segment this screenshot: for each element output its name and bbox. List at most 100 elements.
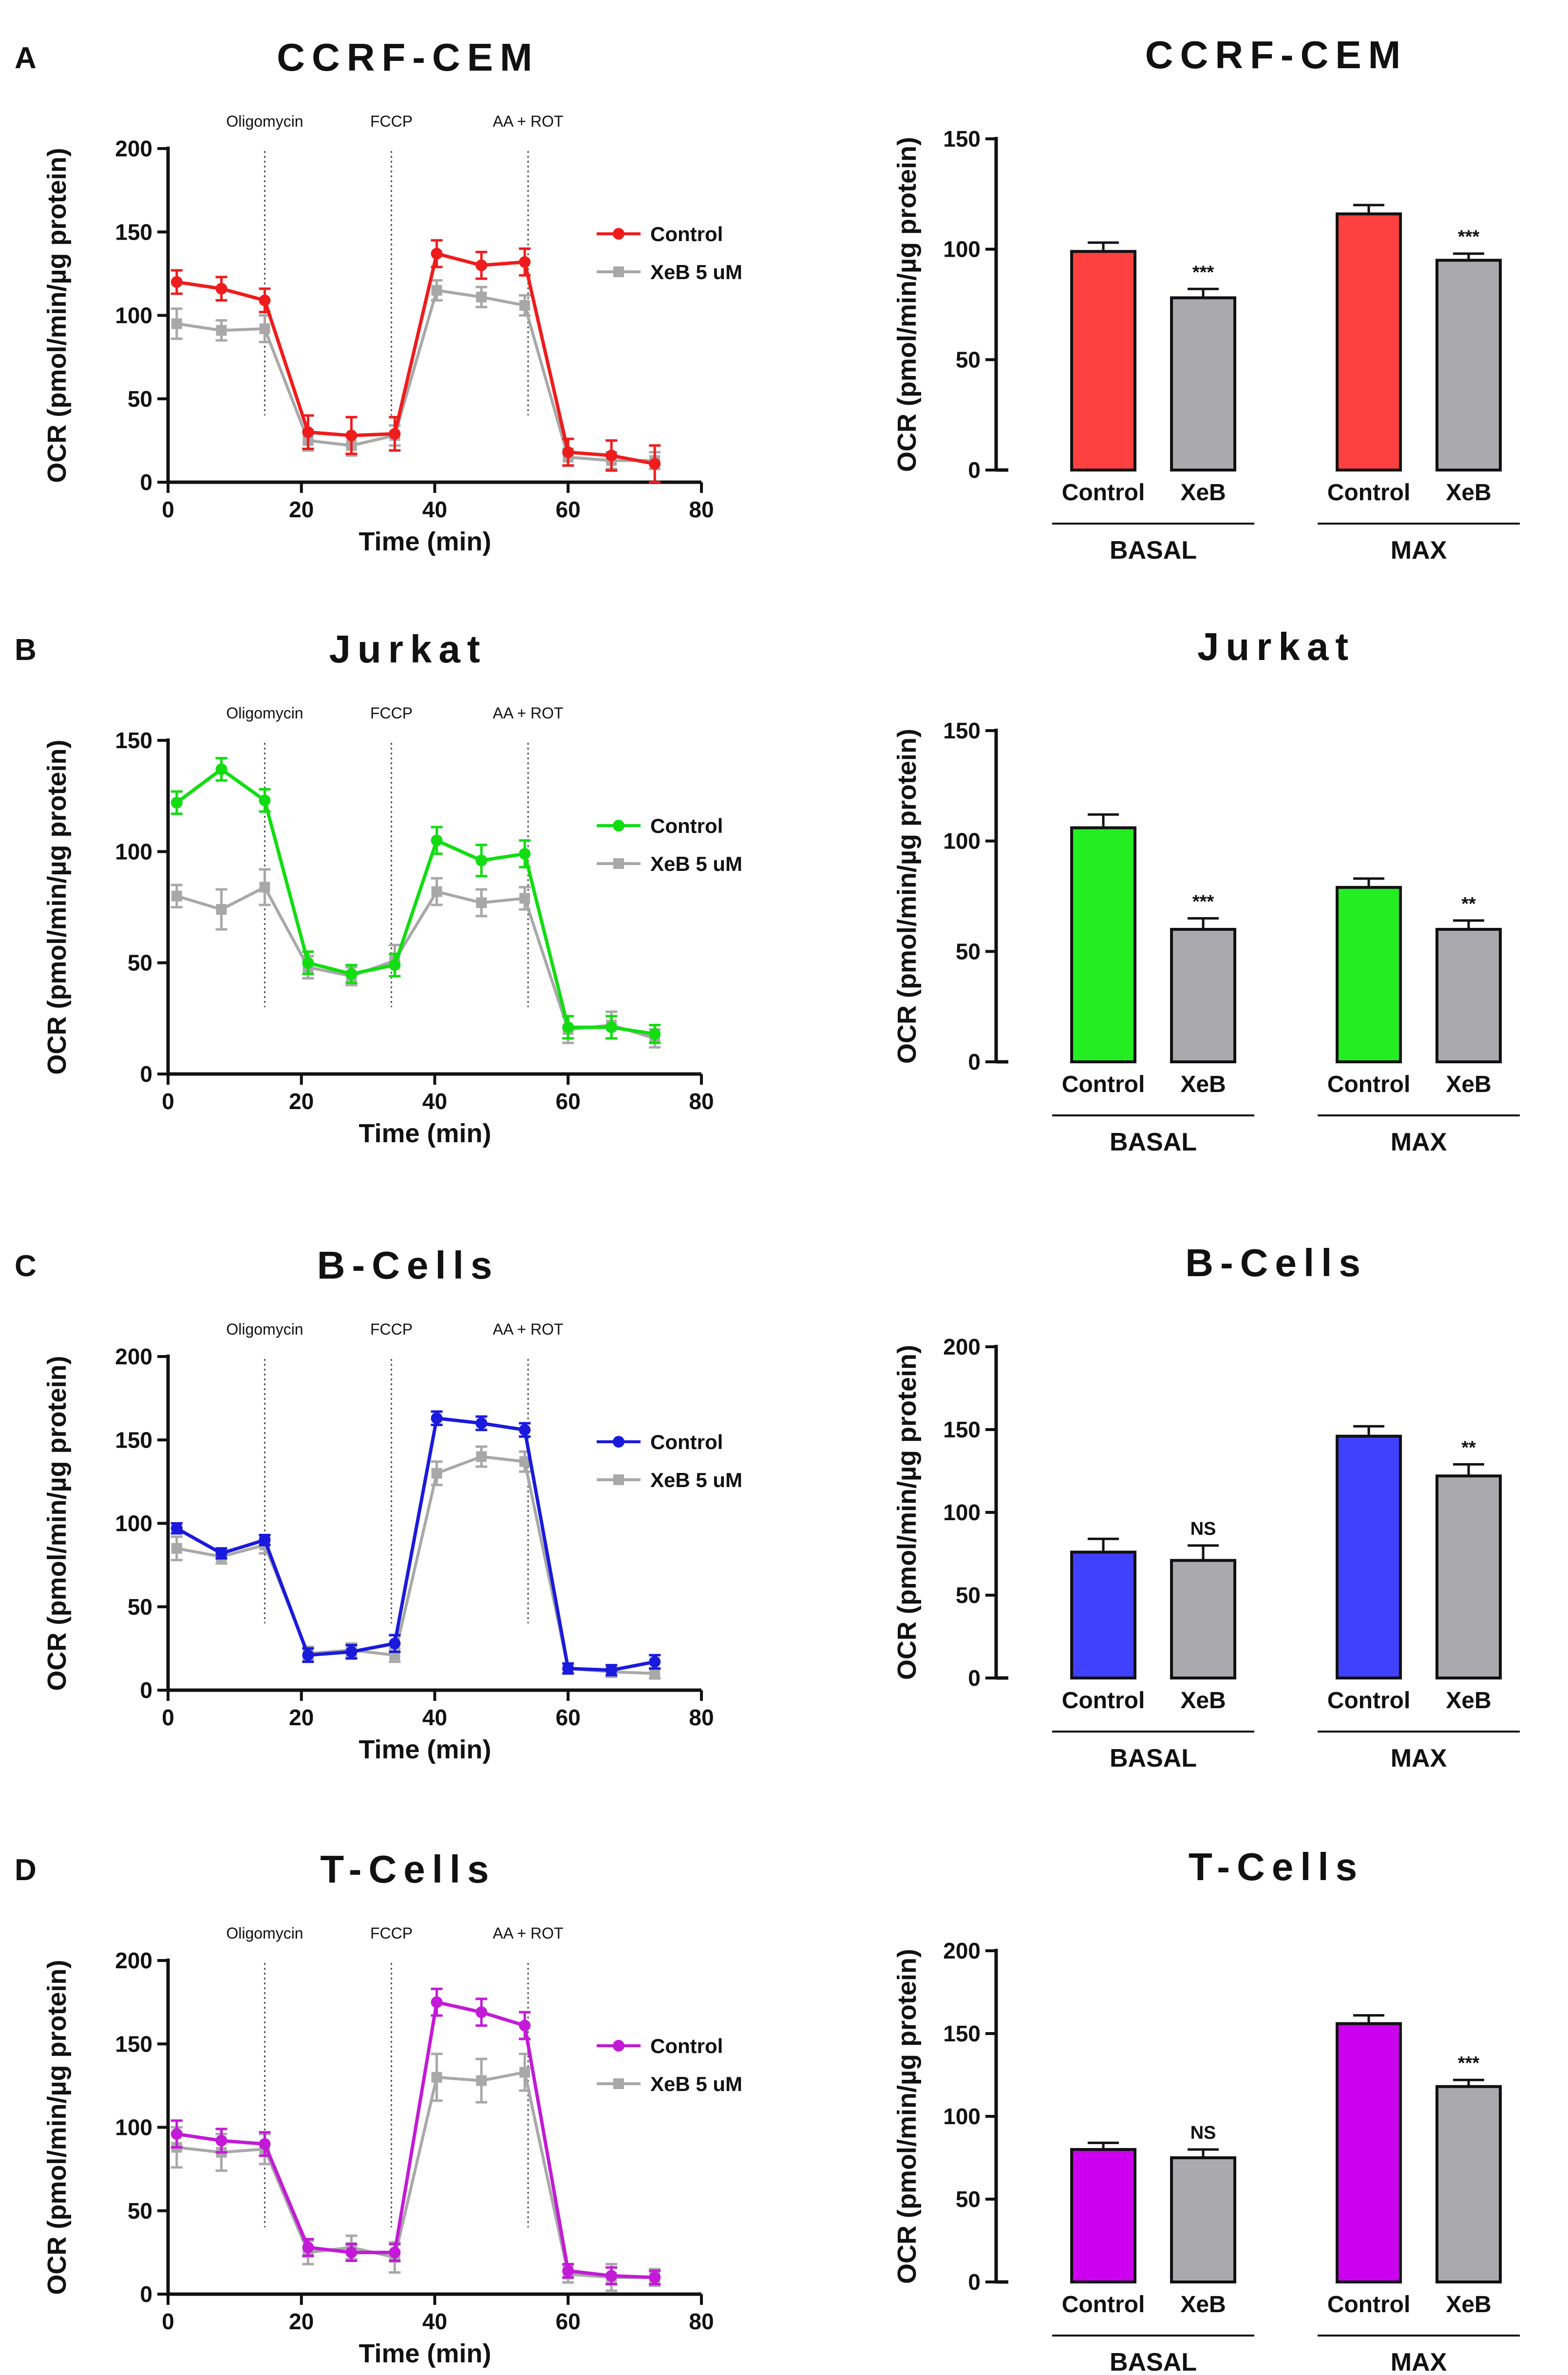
legend-label: Control bbox=[650, 223, 723, 245]
data-point bbox=[476, 897, 487, 908]
legend-label: XeB 5 uM bbox=[650, 852, 742, 875]
group-label: BASAL bbox=[1110, 1744, 1197, 1772]
significance-label: *** bbox=[1458, 2053, 1480, 2073]
bar-category-label: XeB bbox=[1446, 1072, 1491, 1097]
y-tick-label: 150 bbox=[943, 126, 981, 151]
series-line bbox=[175, 767, 655, 1036]
bar-category-label: Control bbox=[1327, 1072, 1411, 1097]
bar bbox=[1436, 1474, 1502, 1679]
chart-title: T-Cells bbox=[1189, 1845, 1364, 1888]
y-tick-label: 150 bbox=[115, 728, 152, 753]
data-point bbox=[345, 1646, 358, 1658]
x-axis-title: Time (min) bbox=[359, 1735, 491, 1764]
y-tick-label: 0 bbox=[968, 1049, 981, 1074]
series-line bbox=[176, 1455, 655, 1675]
data-point bbox=[431, 834, 443, 847]
significance-label: *** bbox=[1192, 891, 1214, 912]
time-course-chart: B-Cells 0 50 100 150 200 0 20 40 60 80 Time (min) OC… bbox=[42, 1244, 742, 1764]
data-point bbox=[649, 2271, 661, 2283]
data-point bbox=[649, 1656, 661, 1668]
data-point bbox=[431, 1996, 443, 2008]
data-point bbox=[431, 886, 442, 897]
legend-entry: Control bbox=[597, 2035, 723, 2057]
y-tick-label: 150 bbox=[943, 718, 981, 743]
summary-bar-chart: T-Cells 0 50 100 150 200 OCR (pmol/min/µg prot… bbox=[892, 1845, 1520, 2375]
bar-group-basal: Control *** XeB BASAL bbox=[1052, 813, 1254, 1156]
x-tick-label: 0 bbox=[162, 1705, 174, 1730]
series-line bbox=[176, 885, 656, 1040]
data-point bbox=[259, 323, 270, 334]
data-point bbox=[475, 2006, 488, 2018]
y-tick-label: 100 bbox=[115, 2115, 152, 2140]
chart-title: CCRF-CEM bbox=[1145, 33, 1408, 76]
bar-group-max: Control ** XeB MAX bbox=[1318, 877, 1520, 1156]
significance-label: ** bbox=[1461, 1437, 1476, 1458]
bar-group-max: Control *** XeB MAX bbox=[1318, 204, 1520, 565]
data-point bbox=[302, 957, 314, 969]
x-tick-label: 40 bbox=[422, 2309, 447, 2334]
x-tick-label: 20 bbox=[289, 2309, 314, 2334]
y-tick-label: 200 bbox=[943, 1938, 981, 1963]
panel-c: C B-Cells 0 50 100 150 200 0 20 40 60 80 Time (min) O… bbox=[15, 1241, 1520, 1772]
bar-category-label: XeB bbox=[1180, 1072, 1226, 1097]
x-tick-label: 60 bbox=[556, 497, 581, 522]
legend-marker bbox=[613, 1474, 624, 1485]
bar bbox=[1070, 1550, 1136, 1680]
data-point bbox=[259, 294, 271, 306]
x-tick-label: 80 bbox=[689, 2309, 714, 2334]
bar-group-basal: Control NS XeB BASAL bbox=[1052, 2123, 1254, 2375]
data-point bbox=[476, 291, 487, 302]
data-point bbox=[259, 794, 271, 807]
y-axis-title: OCR (pmol/min/µg protein) bbox=[42, 1960, 72, 2295]
bar bbox=[1170, 296, 1236, 472]
bar-category-label: Control bbox=[1062, 1072, 1145, 1097]
data-point bbox=[171, 890, 182, 902]
panel-d: D T-Cells 0 50 100 150 200 0 20 40 60 80 Time (min) O… bbox=[15, 1845, 1520, 2375]
series-control bbox=[170, 1410, 661, 1677]
bar-category-label: XeB bbox=[1180, 480, 1226, 506]
bar-group-max: Control ** XeB MAX bbox=[1318, 1425, 1520, 1772]
bar-group-basal: Control *** XeB BASAL bbox=[1052, 241, 1254, 565]
y-tick-label: 50 bbox=[128, 950, 152, 976]
legend-label: Control bbox=[650, 1431, 723, 1453]
y-tick-label: 0 bbox=[140, 1678, 152, 1703]
chart-title: T-Cells bbox=[320, 1847, 495, 1891]
bar-category-label: Control bbox=[1062, 1688, 1145, 1714]
series-control bbox=[170, 1987, 661, 2285]
y-axis-title: OCR (pmol/min/µg protein) bbox=[892, 137, 922, 472]
series-xeb bbox=[170, 1445, 661, 1680]
data-point bbox=[259, 2138, 271, 2150]
group-label: MAX bbox=[1391, 2348, 1447, 2373]
y-axis-title: OCR (pmol/min/µg protein) bbox=[892, 1345, 922, 1680]
bar bbox=[1336, 212, 1402, 471]
data-point bbox=[215, 1547, 227, 1560]
bar bbox=[1336, 886, 1402, 1064]
summary-bar-chart: Jurkat 0 50 100 150 OCR (pmol/min/µg protein)… bbox=[892, 625, 1520, 1156]
bar-category-label: XeB bbox=[1446, 2292, 1491, 2318]
x-axis-title: Time (min) bbox=[359, 527, 491, 556]
bar-group-basal: Control NS XeB BASAL bbox=[1052, 1519, 1254, 1772]
data-point bbox=[302, 1649, 314, 1661]
y-tick-label: 100 bbox=[115, 839, 152, 864]
legend-entry: Control bbox=[597, 223, 723, 245]
legend-entry: XeB 5 uM bbox=[597, 261, 742, 283]
legend-entry: XeB 5 uM bbox=[597, 852, 742, 875]
bar-category-label: Control bbox=[1062, 480, 1145, 506]
y-tick-label: 150 bbox=[943, 1417, 981, 1442]
legend-entry: XeB 5 uM bbox=[597, 1469, 742, 1491]
x-tick-label: 0 bbox=[162, 1089, 174, 1114]
data-point bbox=[389, 1638, 401, 1650]
series-control bbox=[170, 757, 661, 1044]
y-tick-label: 200 bbox=[943, 1334, 981, 1359]
data-point bbox=[171, 1543, 182, 1554]
significance-label: *** bbox=[1458, 227, 1480, 247]
y-tick-label: 100 bbox=[943, 237, 981, 262]
x-tick-label: 20 bbox=[289, 1705, 314, 1730]
group-label: BASAL bbox=[1110, 1128, 1197, 1156]
panel-letter: B bbox=[15, 633, 37, 667]
legend-marker bbox=[613, 2040, 624, 2052]
group-label: BASAL bbox=[1110, 2348, 1197, 2373]
y-tick-label: 50 bbox=[128, 1594, 152, 1620]
y-axis-title: OCR (pmol/min/µg protein) bbox=[42, 739, 72, 1074]
data-point bbox=[389, 959, 401, 971]
